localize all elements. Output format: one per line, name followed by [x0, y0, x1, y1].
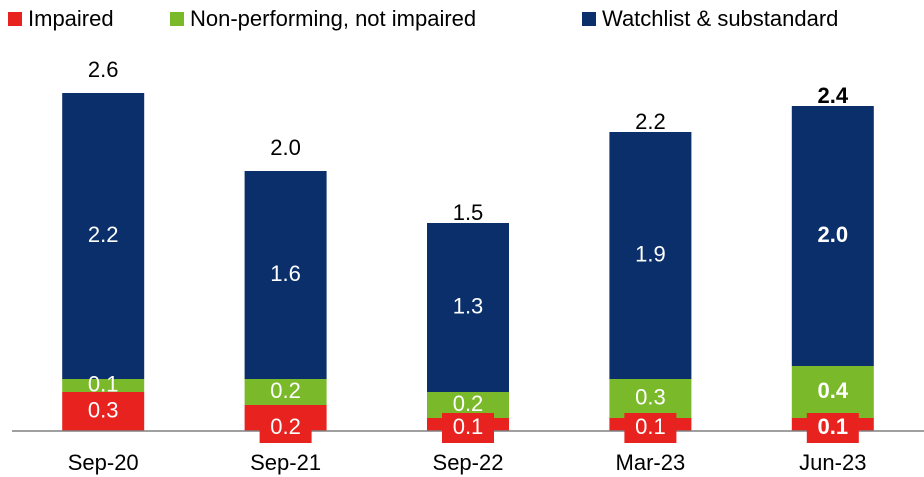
total-label: 2.2 [635, 109, 666, 134]
total-label: 2.0 [270, 135, 301, 160]
bar-segment [62, 392, 145, 431]
segment-label: 0.3 [635, 384, 666, 409]
legend-swatch [170, 12, 184, 26]
bar-segment [244, 379, 327, 405]
total-label: 2.6 [88, 57, 119, 82]
total-label: 2.4 [818, 83, 849, 108]
label-box [442, 413, 494, 443]
segment-label: 0.2 [270, 378, 301, 403]
x-tick-label: Mar-23 [616, 450, 686, 475]
bar-segment [244, 171, 327, 379]
x-tick-label: Sep-20 [68, 450, 139, 475]
segment-label: 2.2 [88, 222, 119, 247]
segment-label: 0.1 [635, 414, 666, 439]
label-box [806, 413, 859, 443]
segment-label: 0.2 [270, 414, 301, 439]
segment-label: 0.3 [88, 397, 119, 422]
segment-label: 0.1 [818, 414, 849, 439]
x-tick-label: Jun-23 [799, 450, 866, 475]
x-tick-label: Sep-22 [433, 450, 504, 475]
bar-segment [62, 379, 145, 392]
total-label: 1.5 [453, 200, 484, 225]
bar-segment [791, 106, 874, 366]
legend-label: Impaired [28, 6, 114, 31]
bar-segment [609, 379, 692, 418]
segment-label: 1.9 [635, 241, 666, 266]
label-box [624, 413, 677, 443]
bar-segment [791, 366, 874, 418]
segment-label: 1.3 [453, 293, 484, 318]
legend-swatch [582, 12, 596, 26]
segment-label: 1.6 [270, 261, 301, 286]
segment-label: 0.1 [88, 371, 119, 396]
x-tick-label: Sep-21 [250, 450, 321, 475]
label-box [259, 413, 312, 443]
legend-label: Non-performing, not impaired [190, 6, 476, 31]
legend-label: Watchlist & substandard [602, 6, 838, 31]
bar-segment [609, 132, 692, 379]
segment-label: 0.1 [453, 414, 484, 439]
legend-swatch [8, 12, 22, 26]
segment-label: 0.2 [453, 391, 484, 416]
bar-segment [62, 93, 145, 379]
segment-label: 0.4 [818, 378, 849, 403]
segment-label: 2.0 [818, 222, 849, 247]
bar-segment [427, 223, 509, 392]
